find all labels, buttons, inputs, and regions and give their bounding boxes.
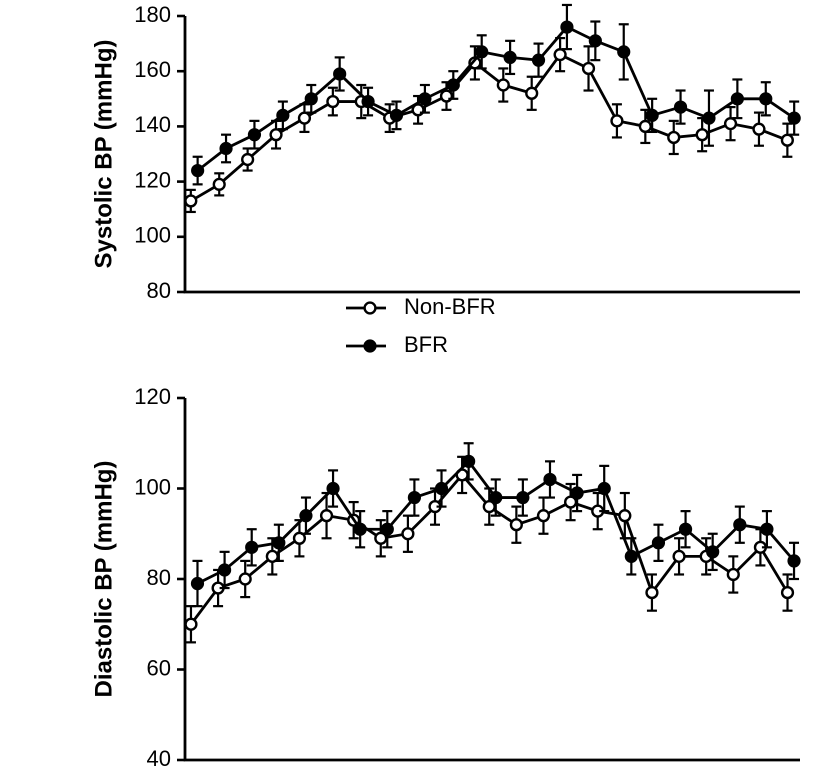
marker-nonbfr: [185, 196, 196, 207]
marker-nonbfr: [214, 179, 225, 190]
marker-bfr: [328, 483, 339, 494]
legend-marker-nonbfr: [365, 303, 376, 314]
marker-bfr: [246, 542, 257, 553]
marker-bfr: [562, 22, 573, 33]
marker-bfr: [618, 46, 629, 57]
y-axis-title: Systolic BP (mmHg): [90, 40, 117, 269]
marker-bfr: [789, 113, 800, 124]
marker-bfr: [382, 524, 393, 535]
marker-bfr: [249, 129, 260, 140]
marker-bfr: [277, 110, 288, 121]
marker-bfr: [545, 474, 556, 485]
marker-bfr: [476, 46, 487, 57]
marker-bfr: [505, 52, 516, 63]
marker-bfr: [221, 143, 232, 154]
marker-nonbfr: [728, 569, 739, 580]
marker-bfr: [626, 551, 637, 562]
marker-bfr: [789, 556, 800, 567]
marker-bfr: [732, 93, 743, 104]
marker-bfr: [704, 113, 715, 124]
marker-bfr: [363, 96, 374, 107]
marker-bfr: [463, 456, 474, 467]
marker-nonbfr: [697, 129, 708, 140]
marker-bfr: [219, 565, 230, 576]
marker-bfr: [734, 519, 745, 530]
marker-nonbfr: [782, 135, 793, 146]
marker-bfr: [306, 93, 317, 104]
marker-nonbfr: [271, 129, 282, 140]
legend-label-bfr: BFR: [404, 332, 448, 357]
marker-nonbfr: [186, 619, 197, 630]
y-tick-label: 160: [134, 57, 171, 82]
y-tick-label: 100: [134, 474, 171, 499]
marker-bfr: [680, 524, 691, 535]
marker-bfr: [517, 492, 528, 503]
marker-nonbfr: [647, 587, 658, 598]
legend-label-nonbfr: Non-BFR: [404, 294, 496, 319]
marker-nonbfr: [555, 49, 566, 60]
marker-bfr: [572, 488, 583, 499]
series-line-bfr: [198, 27, 795, 171]
y-tick-label: 80: [147, 565, 171, 590]
marker-bfr: [760, 93, 771, 104]
marker-nonbfr: [498, 80, 509, 91]
marker-nonbfr: [583, 63, 594, 74]
marker-nonbfr: [327, 96, 338, 107]
marker-nonbfr: [240, 574, 251, 585]
marker-nonbfr: [511, 519, 522, 530]
marker-nonbfr: [242, 154, 253, 165]
marker-nonbfr: [612, 115, 623, 126]
legend-marker-bfr: [365, 341, 376, 352]
marker-bfr: [533, 55, 544, 66]
y-tick-label: 100: [134, 223, 171, 248]
marker-bfr: [192, 578, 203, 589]
marker-nonbfr: [619, 510, 630, 521]
legend: Non-BFR BFR: [346, 294, 496, 357]
y-tick-label: 120: [134, 384, 171, 409]
marker-bfr: [448, 80, 459, 91]
marker-bfr: [490, 492, 501, 503]
marker-nonbfr: [299, 113, 310, 124]
panel-systolic: 80 100 120 140 160 180 Systolic BP (mmHg): [90, 2, 800, 303]
marker-bfr: [334, 69, 345, 80]
figure-svg: 80 100 120 140 160 180 Systolic BP (mmHg) 40 60 8…: [0, 0, 825, 783]
marker-nonbfr: [526, 88, 537, 99]
y-tick-label: 60: [147, 655, 171, 680]
marker-bfr: [675, 102, 686, 113]
marker-bfr: [419, 93, 430, 104]
figure-container: { "canvas": { "width": 825, "height": 78…: [0, 0, 825, 783]
marker-bfr: [409, 492, 420, 503]
y-tick-label: 180: [134, 2, 171, 27]
marker-bfr: [391, 110, 402, 121]
marker-nonbfr: [782, 587, 793, 598]
y-tick-label: 120: [134, 167, 171, 192]
marker-bfr: [653, 537, 664, 548]
marker-nonbfr: [668, 132, 679, 143]
marker-bfr: [762, 524, 773, 535]
panel-diastolic: 40 60 80 100 120 Diastolic BP (mmHg): [90, 384, 800, 771]
marker-nonbfr: [754, 124, 765, 135]
series-line-nonbfr: [191, 55, 788, 201]
marker-nonbfr: [321, 510, 332, 521]
y-tick-label: 40: [147, 746, 171, 771]
marker-bfr: [599, 483, 610, 494]
marker-nonbfr: [640, 121, 651, 132]
marker-bfr: [590, 35, 601, 46]
marker-bfr: [707, 546, 718, 557]
y-tick-label: 140: [134, 112, 171, 137]
marker-bfr: [436, 483, 447, 494]
marker-bfr: [647, 110, 658, 121]
marker-bfr: [192, 165, 203, 176]
marker-nonbfr: [674, 551, 685, 562]
axis-frame: [185, 398, 800, 760]
marker-bfr: [273, 537, 284, 548]
marker-nonbfr: [725, 118, 736, 129]
marker-bfr: [301, 510, 312, 521]
y-axis-title: Diastolic BP (mmHg): [90, 461, 117, 698]
y-tick-label: 80: [147, 278, 171, 303]
marker-nonbfr: [538, 510, 549, 521]
marker-bfr: [355, 524, 366, 535]
axis-frame: [185, 16, 800, 292]
marker-nonbfr: [402, 528, 413, 539]
